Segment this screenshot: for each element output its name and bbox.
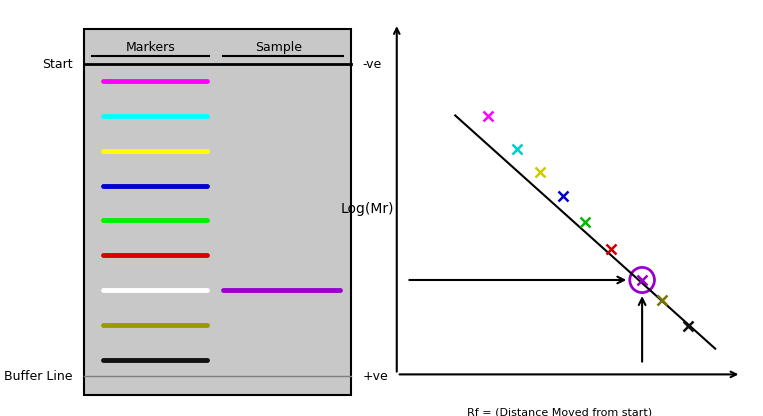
Text: Markers: Markers [126,41,175,54]
Text: Log(Mr): Log(Mr) [341,202,394,216]
Text: Sample: Sample [256,41,302,54]
Text: -ve: -ve [362,58,382,71]
Text: Rf = (Distance Moved from start): Rf = (Distance Moved from start) [467,408,652,416]
Text: Buffer Line: Buffer Line [4,370,72,383]
Text: +ve: +ve [362,370,388,383]
Bar [84,29,351,395]
Text: Start: Start [42,58,72,71]
